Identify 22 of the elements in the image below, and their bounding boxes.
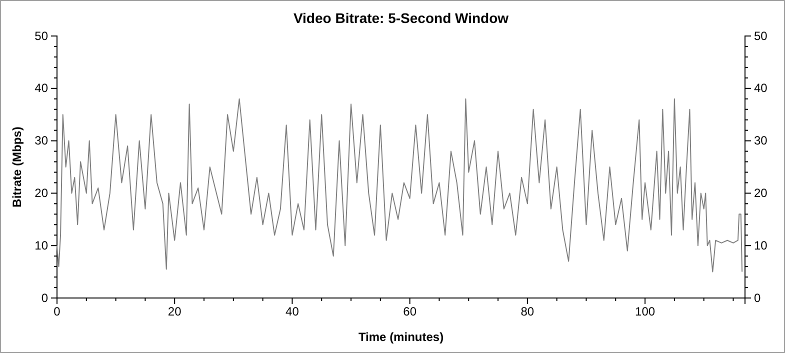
y2-tick-label: 50 <box>754 28 768 43</box>
y2-tick-label: 10 <box>754 238 768 252</box>
y-tick-label: 40 <box>34 81 48 96</box>
y2-tick-label: 40 <box>754 81 768 96</box>
y-axis-title: Bitrate (Mbps) <box>10 126 24 208</box>
x-tick-label: 80 <box>520 304 534 319</box>
y-tick-label: 0 <box>41 290 48 305</box>
x-tick-label: 40 <box>286 304 300 319</box>
y2-tick-label: 20 <box>754 186 768 200</box>
y-tick-label: 50 <box>34 28 48 43</box>
x-tick-label: 100 <box>635 304 656 319</box>
y-tick-label: 20 <box>34 186 48 200</box>
x-tick-label: 0 <box>54 304 61 319</box>
y-tick-label: 30 <box>34 134 48 148</box>
y2-tick-label: 0 <box>754 290 761 305</box>
x-tick-label: 60 <box>403 304 417 319</box>
line-series <box>56 98 743 272</box>
y-tick-label: 10 <box>34 238 48 252</box>
y2-tick-label: 30 <box>754 134 768 148</box>
x-tick-label: 20 <box>168 304 182 319</box>
chart-title: Video Bitrate: 5-Second Window <box>293 10 509 26</box>
x-axis-title: Time (minutes) <box>358 330 444 344</box>
